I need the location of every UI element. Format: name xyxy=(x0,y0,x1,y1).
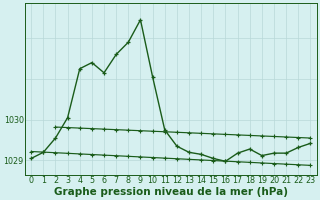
X-axis label: Graphe pression niveau de la mer (hPa): Graphe pression niveau de la mer (hPa) xyxy=(54,187,288,197)
